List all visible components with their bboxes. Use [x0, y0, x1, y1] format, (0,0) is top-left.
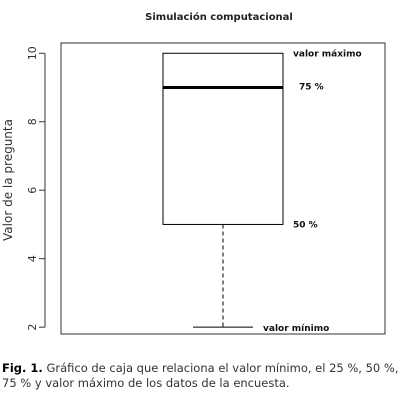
annotation-label: 50 % [293, 220, 318, 230]
annotation-label: valor mínimo [263, 324, 329, 334]
plot-frame [60, 42, 386, 335]
y-tick-label-4: 4 [26, 255, 39, 262]
y-axis: 2 4 6 8 10 [26, 46, 46, 331]
caption-label: Fig. 1. [2, 361, 43, 375]
caption-text: Gráfico de caja que relaciona el valor m… [2, 361, 399, 390]
annotation-label: valor máximo [293, 49, 362, 59]
iqr-box [162, 52, 284, 225]
y-tick-label-8: 8 [26, 118, 39, 125]
chart-title: Simulación computacional [145, 11, 293, 23]
figure-caption: Fig. 1. Gráfico de caja que relaciona el… [2, 361, 416, 391]
annotation-label: 75 % [299, 83, 324, 93]
annotation-group: valor máximo 75 % 50 % valor mínimo [263, 49, 362, 334]
boxplot-chart: Simulación computacional Valor de la pre… [1, 11, 386, 335]
y-tick-label-6: 6 [26, 187, 39, 194]
y-tick-label-10: 10 [26, 46, 39, 60]
y-axis-label: Valor de la pregunta [1, 119, 15, 241]
box-group [162, 52, 284, 328]
y-tick-label-2: 2 [26, 324, 39, 331]
